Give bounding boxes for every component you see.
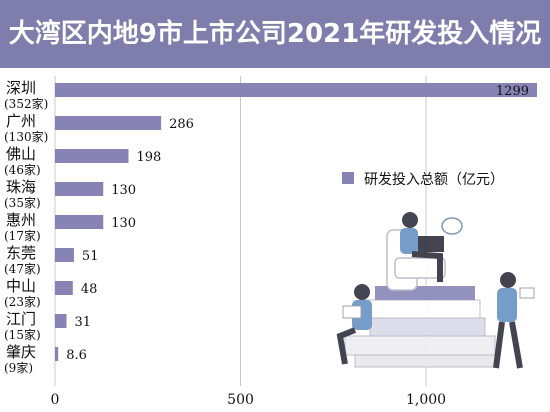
company-count-label: (15家) [4, 327, 41, 342]
bar [55, 215, 104, 229]
value-label: 286 [169, 117, 194, 132]
value-label: 130 [111, 183, 136, 198]
company-count-label: (9家) [4, 360, 33, 375]
category-label: 广州 [6, 112, 36, 130]
bar [55, 182, 104, 196]
legend-label: 研发投入总额（亿元） [364, 172, 504, 188]
x-tick-label: 0 [51, 392, 60, 408]
value-label: 8.6 [66, 348, 87, 363]
value-label: 31 [75, 315, 92, 330]
category-label: 珠海 [6, 178, 36, 196]
company-count-label: (17家) [4, 228, 41, 243]
x-tick-label: 500 [227, 392, 254, 408]
bar [55, 314, 67, 328]
company-count-label: (46家) [4, 162, 41, 177]
x-axis-ticks: 0 500 1,000 [51, 392, 447, 408]
value-label: 1299 [496, 84, 529, 99]
category-label: 中山 [6, 277, 36, 295]
company-count-label: (47家) [4, 261, 41, 276]
company-count-label: (130家) [4, 129, 48, 144]
category-label: 惠州 [6, 211, 36, 229]
category-label: 肇庆 [6, 343, 36, 361]
bar [55, 281, 73, 295]
value-label: 130 [111, 216, 136, 231]
value-label: 48 [81, 282, 98, 297]
bar [55, 116, 162, 130]
company-count-label: (23家) [4, 294, 41, 309]
bar [55, 83, 537, 97]
value-label: 51 [82, 249, 99, 264]
company-count-label: (352家) [4, 96, 48, 111]
bar-chart: 深圳(352家)广州(130家)佛山(46家)珠海(35家)惠州(17家)东莞(… [4, 76, 537, 408]
category-label: 佛山 [6, 145, 36, 163]
category-label: 江门 [6, 310, 36, 328]
legend: 研发投入总额（亿元） [342, 172, 504, 188]
x-tick-label: 1,000 [406, 392, 446, 408]
bar [55, 347, 59, 361]
chart-title: 大湾区内地9市上市公司2021年研发投入情况 [8, 19, 542, 49]
value-labels: 1299 286 198 130 130 51 48 31 8.6 [66, 84, 529, 363]
category-label: 东莞 [6, 244, 36, 262]
legend-swatch [342, 172, 354, 184]
value-label: 198 [136, 150, 161, 165]
company-count-label: (35家) [4, 195, 41, 210]
category-labels: 深圳(352家)广州(130家)佛山(46家)珠海(35家)惠州(17家)东莞(… [4, 79, 48, 375]
category-label: 深圳 [6, 79, 36, 97]
bars [55, 83, 537, 361]
bar [55, 248, 74, 262]
reading-people-illustration [336, 212, 535, 369]
title-banner: 大湾区内地9市上市公司2021年研发投入情况 [0, 0, 550, 68]
bar [55, 149, 129, 163]
